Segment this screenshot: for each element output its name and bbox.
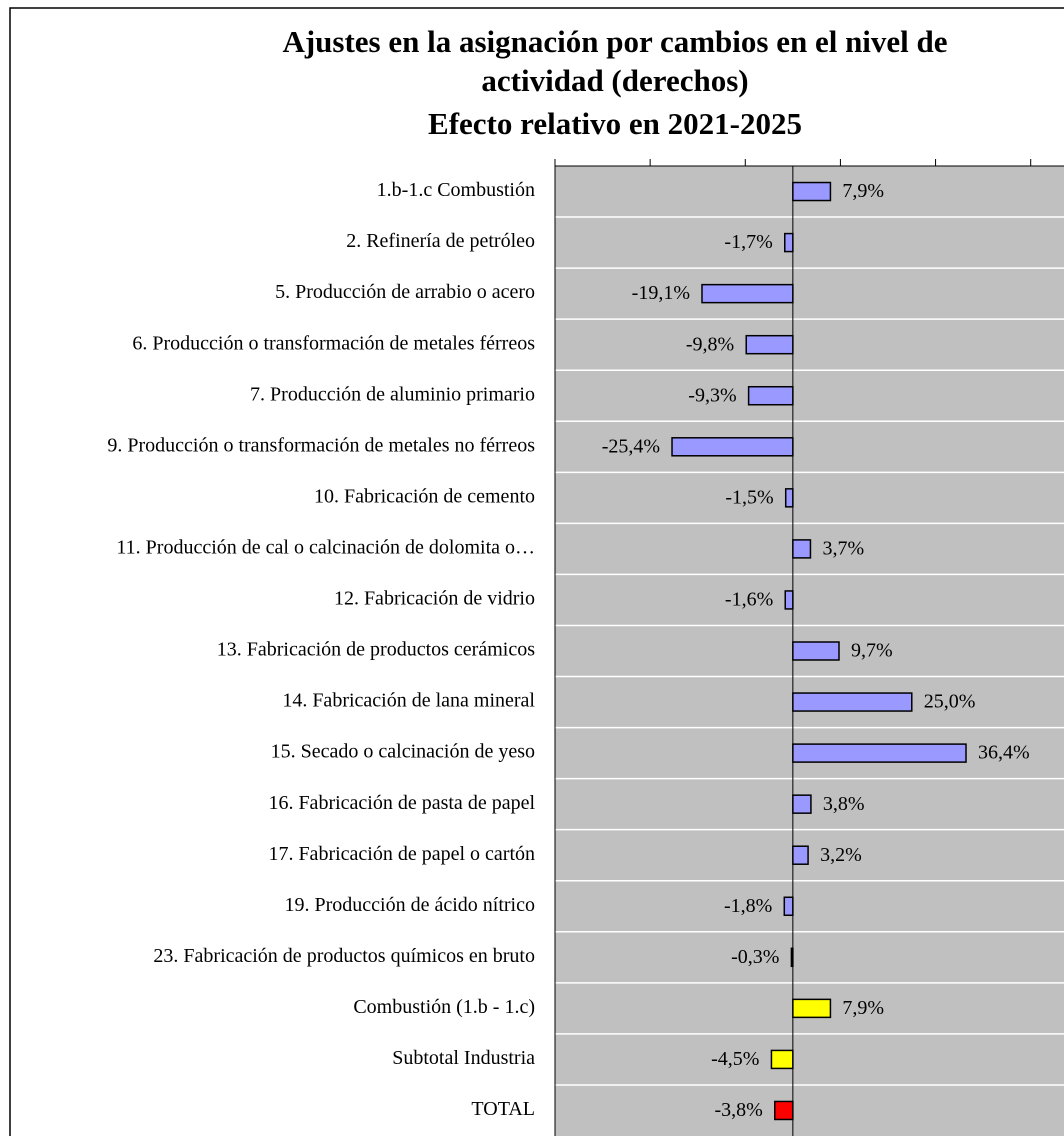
y-tick-label: 19. Producción de ácido nítrico xyxy=(285,894,536,916)
data-label: -19,1% xyxy=(632,282,690,304)
y-tick-label: 13. Fabricación de productos cerámicos xyxy=(217,639,535,661)
y-tick-label: 16. Fabricación de pasta de papel xyxy=(268,792,535,814)
y-tick-label: 5. Producción de arrabio o acero xyxy=(275,281,535,303)
bar xyxy=(792,743,967,763)
y-tick-label: 7. Producción de aluminio primario xyxy=(250,383,535,405)
data-label: -9,3% xyxy=(688,384,736,406)
y-tick-label: 17. Fabricación de papel o cartón xyxy=(268,843,535,865)
data-label: -4,5% xyxy=(711,1048,759,1070)
bar xyxy=(792,998,832,1019)
bar xyxy=(671,437,794,457)
bar xyxy=(784,488,794,508)
data-label: -1,7% xyxy=(724,231,772,253)
y-tick-label: 14. Fabricación de lana mineral xyxy=(282,690,535,712)
chart-title: Ajustes en la asignación por cambios en … xyxy=(282,24,947,59)
data-label: 3,8% xyxy=(823,793,865,815)
data-label: -25,4% xyxy=(602,435,660,457)
bar xyxy=(747,385,794,406)
y-tick-label: 15. Secado o calcinación de yeso xyxy=(271,741,535,763)
data-label: 9,7% xyxy=(851,640,893,662)
data-label: -9,8% xyxy=(686,333,734,355)
chart-subtitle: Efecto relativo en 2021-2025 xyxy=(428,106,802,141)
data-label: -1,5% xyxy=(725,486,773,508)
bar xyxy=(792,641,840,661)
y-tick-label: 12. Fabricación de vidrio xyxy=(334,588,535,610)
data-label: -0,3% xyxy=(731,946,779,968)
data-label: -1,8% xyxy=(724,895,772,917)
frame xyxy=(9,7,1064,1136)
y-tick-label: 10. Fabricación de cemento xyxy=(314,485,535,507)
bar xyxy=(792,692,913,712)
y-tick-label: 9. Producción o transformación de metale… xyxy=(107,434,535,456)
y-tick-label: 6. Producción o transformación de metale… xyxy=(132,332,535,354)
data-label: -3,8% xyxy=(714,1099,762,1121)
data-label: 7,9% xyxy=(842,997,884,1019)
data-label: 36,4% xyxy=(978,742,1030,764)
data-label: 3,2% xyxy=(820,844,862,866)
y-tick-label: 2. Refinería de petróleo xyxy=(346,230,535,252)
data-label: 3,7% xyxy=(822,537,864,559)
bar xyxy=(770,1049,794,1070)
bar xyxy=(783,896,794,917)
bar xyxy=(792,845,809,865)
y-tick-label: 23. Fabricación de productos químicos en… xyxy=(153,945,535,967)
bar xyxy=(784,590,794,610)
data-label: 25,0% xyxy=(924,691,976,713)
bar xyxy=(792,181,832,202)
chart-title: actividad (derechos) xyxy=(481,63,748,98)
bar xyxy=(784,232,794,253)
y-tick-label: Combustión (1.b - 1.c) xyxy=(353,996,535,1018)
bar xyxy=(792,539,812,559)
y-tick-label: Subtotal Industria xyxy=(392,1047,535,1069)
y-tick-label: TOTAL xyxy=(471,1098,535,1120)
y-tick-label: 11. Producción de cal o calcinación de d… xyxy=(116,536,535,558)
bar xyxy=(774,1100,794,1121)
y-tick-label: 1.b-1.c Combustión xyxy=(377,179,535,201)
data-label: -1,6% xyxy=(725,589,773,611)
bar xyxy=(701,283,794,304)
bar xyxy=(745,334,794,355)
bar xyxy=(792,794,812,814)
data-label: 7,9% xyxy=(842,180,884,202)
